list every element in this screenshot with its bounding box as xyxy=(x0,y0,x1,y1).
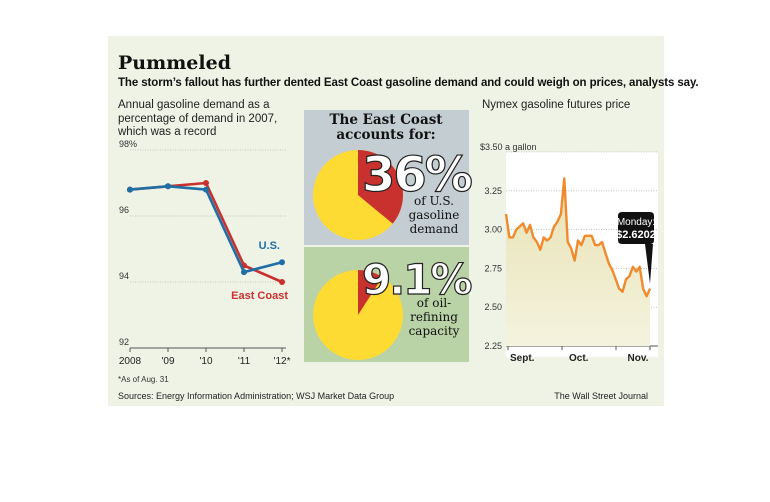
data-point xyxy=(127,186,133,193)
east-coast-series-label: East Coast xyxy=(231,290,288,302)
pie-demand xyxy=(313,150,403,240)
x-tick-label: Sept. xyxy=(510,353,535,364)
refining-desc-line: of oil- xyxy=(416,296,452,310)
data-point xyxy=(165,183,171,190)
series-line xyxy=(129,184,283,274)
refining-share-value: 9.1% xyxy=(361,255,473,304)
y-tick-label: 2.25 xyxy=(484,341,502,351)
futures-chart: $3.50 a gallon 3.25 3.00 2.75 2.50 2.25 Sept.… xyxy=(480,142,658,364)
y-tick-label: 98% xyxy=(119,140,137,149)
y-tick-label: 96 xyxy=(119,205,129,215)
y-tick-label: $3.50 a gallon xyxy=(480,142,537,152)
x-tick-label: Oct. xyxy=(569,353,589,364)
demand-chart: 98% 96 94 92 2008 '09 '10 '11 '12* U.S. East Co… xyxy=(119,140,291,367)
x-tick-label: 2008 xyxy=(119,356,142,367)
refining-desc-line: refining xyxy=(410,310,458,324)
y-tick-label: 3.00 xyxy=(484,225,502,235)
data-point xyxy=(279,259,285,266)
y-tick-label: 92 xyxy=(119,337,129,347)
sources: Sources: Energy Information Administrati… xyxy=(118,391,395,401)
x-tick-label: '10 xyxy=(199,356,212,367)
data-point xyxy=(203,180,209,186)
shares-heading: The East Coast accounts for: xyxy=(329,112,443,143)
callout-label: Monday: xyxy=(617,217,655,228)
demand-share-value: 36% xyxy=(361,147,473,203)
futures-area xyxy=(506,178,650,346)
demand-desc-line: gasoline xyxy=(408,208,460,222)
page-title: Pummeled xyxy=(118,52,231,74)
footnote: *As of Aug. 31 xyxy=(118,375,169,384)
futures-line xyxy=(504,177,652,298)
y-tick-label: 3.25 xyxy=(484,186,502,196)
data-point xyxy=(279,279,285,285)
demand-chart-title: Annual gasoline demand as a percentage o… xyxy=(118,99,278,138)
refining-share-desc: of oil- refining capacity xyxy=(400,296,468,338)
y-tick-label: 2.75 xyxy=(484,263,502,273)
x-tick-label: '12* xyxy=(274,356,291,367)
demand-share-desc: of U.S. gasoline demand xyxy=(400,194,468,236)
pie-refining xyxy=(313,270,403,360)
monday-callout: Monday: $2.6202 xyxy=(616,212,656,284)
x-tick-label: Nov. xyxy=(628,353,649,364)
data-point xyxy=(241,269,247,276)
demand-desc-line: demand xyxy=(409,222,459,236)
callout-value: $2.6202 xyxy=(616,229,656,241)
y-tick-label: 2.50 xyxy=(484,302,502,312)
x-tick-label: '11 xyxy=(238,356,251,367)
us-series-label: U.S. xyxy=(259,240,280,252)
x-tick-label: '09 xyxy=(161,356,174,367)
y-tick-label: 94 xyxy=(119,271,129,281)
demand-desc-line: of U.S. xyxy=(414,194,454,208)
data-point xyxy=(203,186,209,193)
pie-demand-slice xyxy=(358,150,403,224)
page-subtitle: The storm’s fallout has further dented E… xyxy=(118,77,699,89)
pie-refining-slice xyxy=(358,270,383,315)
refining-desc-line: capacity xyxy=(408,324,460,338)
futures-chart-title: Nymex gasoline futures price xyxy=(482,99,631,111)
credit: The Wall Street Journal xyxy=(554,391,648,401)
